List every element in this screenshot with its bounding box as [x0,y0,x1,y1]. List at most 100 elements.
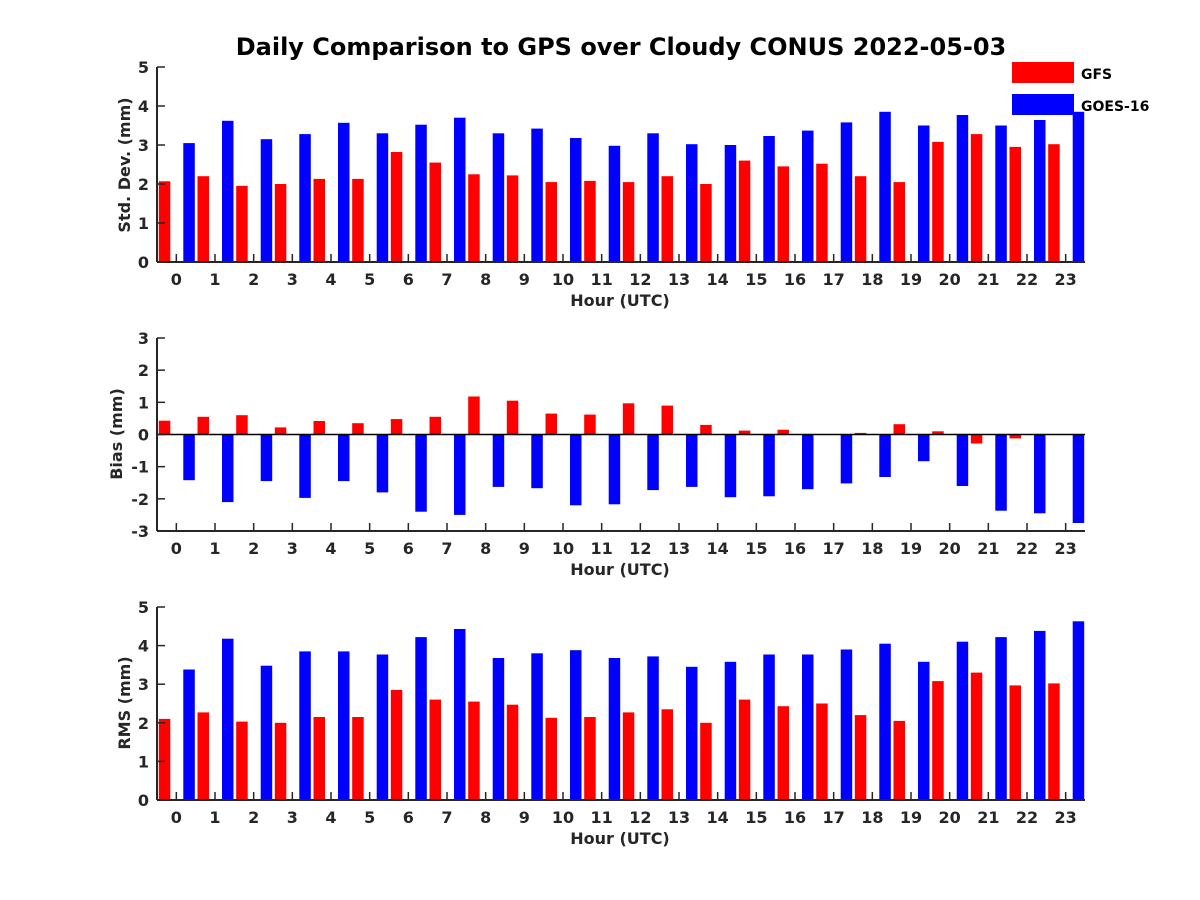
bar-gfs-19 [893,720,905,800]
y-tick-label: 5 [138,598,149,617]
bar-gfs-15 [738,160,751,262]
bar-gfs-22 [1009,434,1021,439]
x-tick-label: 6 [403,539,414,558]
x-tick-label: 11 [591,808,613,827]
bar-gfs-21 [970,134,983,262]
x-tick-label: 0 [171,808,182,827]
bar-goes16-23 [1072,111,1085,262]
bar-gfs-0 [158,181,171,262]
bar-gfs-0 [158,420,171,435]
x-tick-label: 23 [1055,539,1077,558]
bar-goes16-22 [1034,434,1046,514]
bar-goes16-20 [956,115,969,262]
y-axis-label: RMS (mm) [115,656,134,749]
bar-goes16-1 [222,120,234,262]
y-tick-label: 2 [138,714,149,733]
bar-gfs-1 [197,416,209,435]
bar-goes16-19 [918,661,930,800]
bar-goes16-2 [260,434,273,482]
y-tick-label: 2 [138,361,149,380]
x-tick-label: 22 [1016,539,1038,558]
x-tick-label: 11 [591,270,613,289]
bar-goes16-17 [840,649,853,800]
bar-goes16-13 [686,434,698,487]
bar-gfs-7 [429,162,441,262]
x-tick-label: 22 [1016,808,1038,827]
y-tick-label: 1 [138,752,149,771]
bar-goes16-11 [608,658,621,800]
x-tick-label: 3 [287,539,298,558]
bar-gfs-16 [777,166,789,262]
bar-gfs-14 [700,424,712,435]
bar-goes16-18 [879,434,891,477]
y-tick-label: 4 [138,97,149,116]
x-tick-label: 14 [707,808,729,827]
legend-label-gfs: GFS [1081,67,1112,83]
legend-swatch-gfs [1012,62,1074,83]
x-tick-label: 20 [939,539,961,558]
bar-gfs-4 [313,421,325,435]
bar-gfs-21 [970,672,983,800]
x-tick-label: 21 [977,539,999,558]
x-tick-label: 17 [823,270,845,289]
y-tick-label: 1 [138,393,149,412]
chart-title: Daily Comparison to GPS over Cloudy CONU… [236,33,1007,61]
bar-goes16-5 [376,133,389,262]
x-tick-label: 2 [248,539,259,558]
x-tick-label: 16 [784,808,806,827]
bar-gfs-19 [893,182,905,262]
x-tick-label: 16 [784,270,806,289]
bar-goes16-14 [724,145,737,262]
x-tick-label: 12 [629,539,651,558]
x-tick-label: 15 [745,270,767,289]
bar-goes16-0 [183,669,195,800]
y-tick-label: -2 [131,490,149,509]
bar-gfs-2 [236,721,248,800]
bar-gfs-8 [468,174,480,263]
bar-goes16-9 [531,434,543,489]
bar-goes16-17 [840,434,853,484]
bar-gfs-9 [506,175,519,262]
bar-goes16-23 [1072,621,1085,800]
bar-goes16-1 [222,434,234,503]
x-tick-label: 12 [629,270,651,289]
x-tick-label: 9 [519,808,530,827]
y-tick-label: -1 [131,458,149,477]
x-tick-label: 7 [441,808,452,827]
x-tick-label: 20 [939,808,961,827]
bar-goes16-12 [647,656,659,800]
bar-goes16-19 [918,434,930,462]
bar-gfs-11 [584,180,596,262]
x-tick-label: 18 [861,808,883,827]
bar-gfs-23 [1048,144,1060,262]
y-tick-label: 0 [138,253,149,272]
bar-goes16-22 [1034,630,1046,800]
bar-gfs-23 [1048,683,1060,800]
x-tick-label: 1 [209,270,220,289]
y-tick-label: 3 [138,675,149,694]
bar-gfs-13 [661,709,673,800]
bar-goes16-11 [608,145,621,262]
bar-gfs-20 [932,431,944,435]
x-tick-label: 23 [1055,808,1077,827]
bar-gfs-14 [700,722,712,800]
bar-gfs-20 [932,141,944,262]
bar-goes16-17 [840,122,853,263]
legend: GFS GOES-16 [1012,62,1149,115]
bar-goes16-7 [454,117,466,262]
x-tick-label: 1 [209,808,220,827]
bar-gfs-22 [1009,146,1021,262]
x-tick-label: 10 [552,539,574,558]
bar-goes16-16 [802,130,814,262]
x-tick-label: 3 [287,808,298,827]
bar-goes16-3 [299,434,311,498]
bar-gfs-13 [661,176,673,262]
x-tick-label: 14 [707,539,729,558]
bar-goes16-2 [260,139,273,262]
bar-gfs-12 [622,403,635,435]
x-tick-label: 16 [784,539,806,558]
bar-gfs-11 [584,414,596,435]
x-tick-label: 13 [668,270,690,289]
